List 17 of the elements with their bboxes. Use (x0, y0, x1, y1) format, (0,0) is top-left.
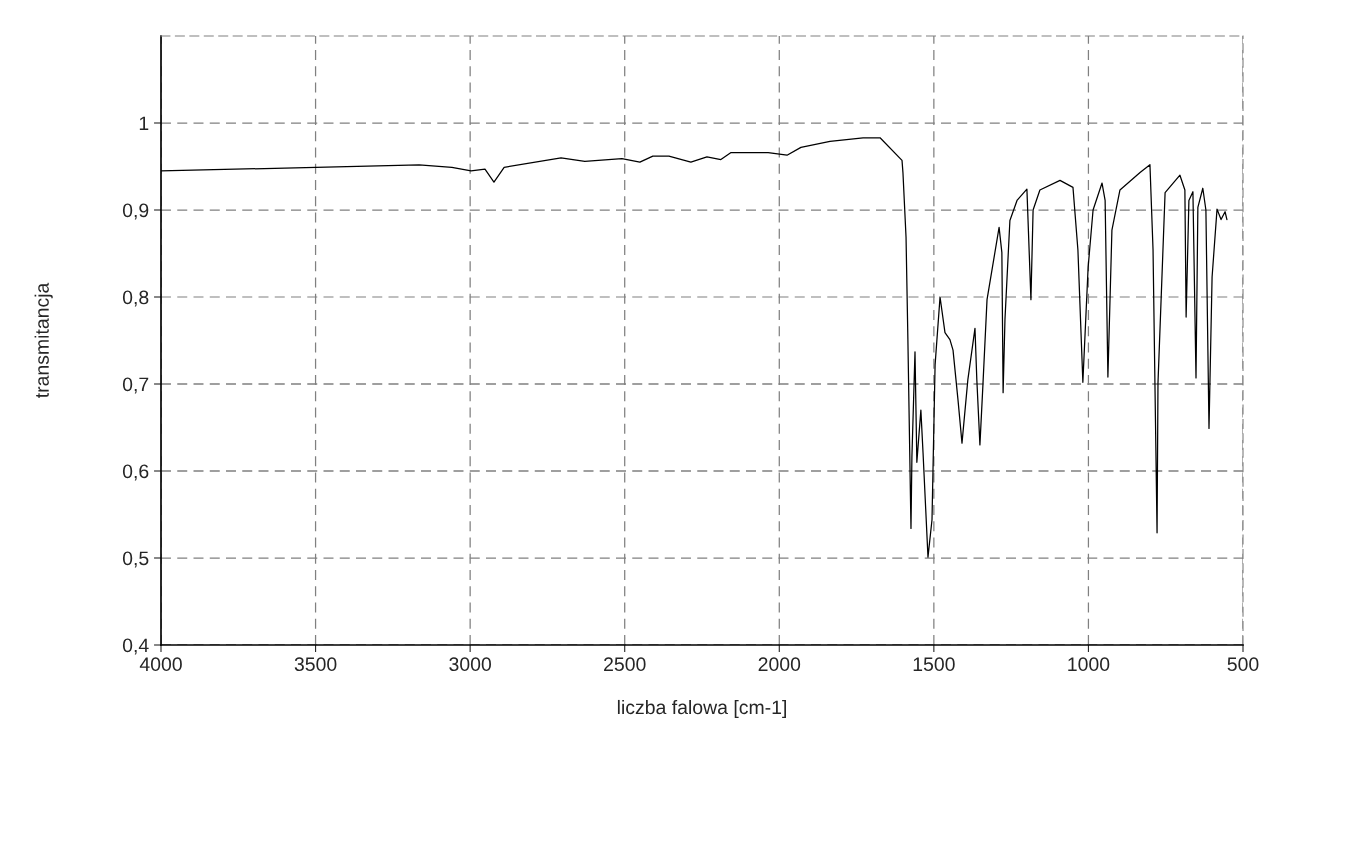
x-tick-label: 4000 (139, 657, 182, 672)
y-axis-title: transmitancja (34, 282, 53, 399)
x-tick-label: 3000 (449, 657, 492, 672)
x-tick-label: 1000 (1068, 657, 1110, 672)
y-tick-label: 0,8 (122, 290, 149, 307)
x-axis-title: liczba falowa [cm-1] (617, 699, 786, 719)
x-tick-label: 500 (1227, 657, 1259, 672)
y-tick-label: 0,4 (122, 638, 149, 655)
y-tick-label: 1 (139, 116, 149, 131)
y-tick-label: 0,6 (122, 464, 149, 481)
x-tick-label: 2500 (604, 657, 646, 672)
y-tick-label: 0,7 (122, 377, 149, 394)
x-tick-label: 2000 (758, 657, 801, 672)
x-tick-label: 1500 (913, 657, 955, 672)
y-tick-label: 0,9 (122, 203, 149, 220)
x-tick-label: 3500 (294, 657, 337, 672)
y-tick-label: 0,5 (122, 551, 149, 568)
